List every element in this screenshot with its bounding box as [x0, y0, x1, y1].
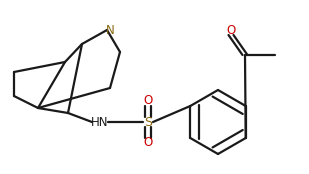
Text: N: N [106, 23, 114, 37]
Text: HN: HN [91, 116, 109, 129]
Text: S: S [144, 116, 152, 129]
Text: O: O [226, 25, 236, 38]
Text: O: O [143, 94, 153, 108]
Text: O: O [143, 136, 153, 149]
